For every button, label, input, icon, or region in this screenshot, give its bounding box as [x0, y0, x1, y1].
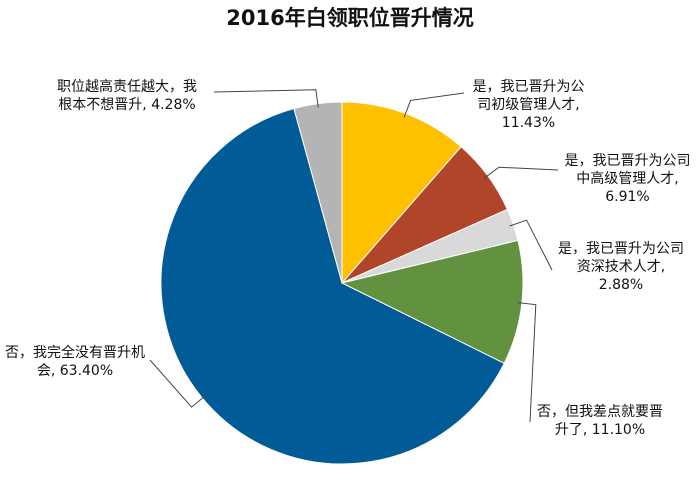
leader-line	[403, 92, 465, 118]
leader-line	[517, 302, 537, 423]
category-label: 是，我已晋升为公司初级管理人才,	[472, 79, 585, 113]
slice-label: 否，但我差点就要晋升了, 11.10%	[534, 403, 666, 439]
leader-line	[149, 359, 206, 408]
category-label: 否，我完全没有晋升机会,	[5, 345, 145, 379]
slice-label: 否，我完全没有晋升机会, 63.40%	[0, 344, 150, 380]
slice-label: 是，我已晋升为公司初级管理人才, 11.43%	[466, 78, 591, 132]
leader-line	[213, 89, 319, 108]
category-label: 否，但我差点就要晋升了,	[537, 404, 663, 438]
slice-label: 是，我已晋升为公司中高级管理人才, 6.91%	[560, 152, 695, 206]
category-label: 是，我已晋升为公司中高级管理人才,	[564, 153, 691, 187]
value-label: 11.43%	[501, 115, 556, 131]
value-label: 4.28%	[151, 97, 196, 113]
category-label: 职位越高责任越大，我根本不想晋升,	[57, 79, 197, 113]
slice-label: 职位越高责任越大，我根本不想晋升, 4.28%	[52, 78, 202, 114]
leader-line	[484, 166, 559, 179]
leader-line	[509, 219, 553, 271]
value-label: 6.91%	[605, 189, 650, 205]
value-label: 2.88%	[598, 277, 644, 293]
slice-label: 是，我已晋升为公司资深技术人才, 2.88%	[556, 240, 686, 294]
value-label: 11.10%	[591, 422, 646, 438]
category-label: 是，我已晋升为公司资深技术人才,	[558, 241, 684, 275]
value-label: 63.40%	[59, 363, 114, 379]
chart-title: 2016年白领职位晋升情况	[226, 6, 474, 30]
